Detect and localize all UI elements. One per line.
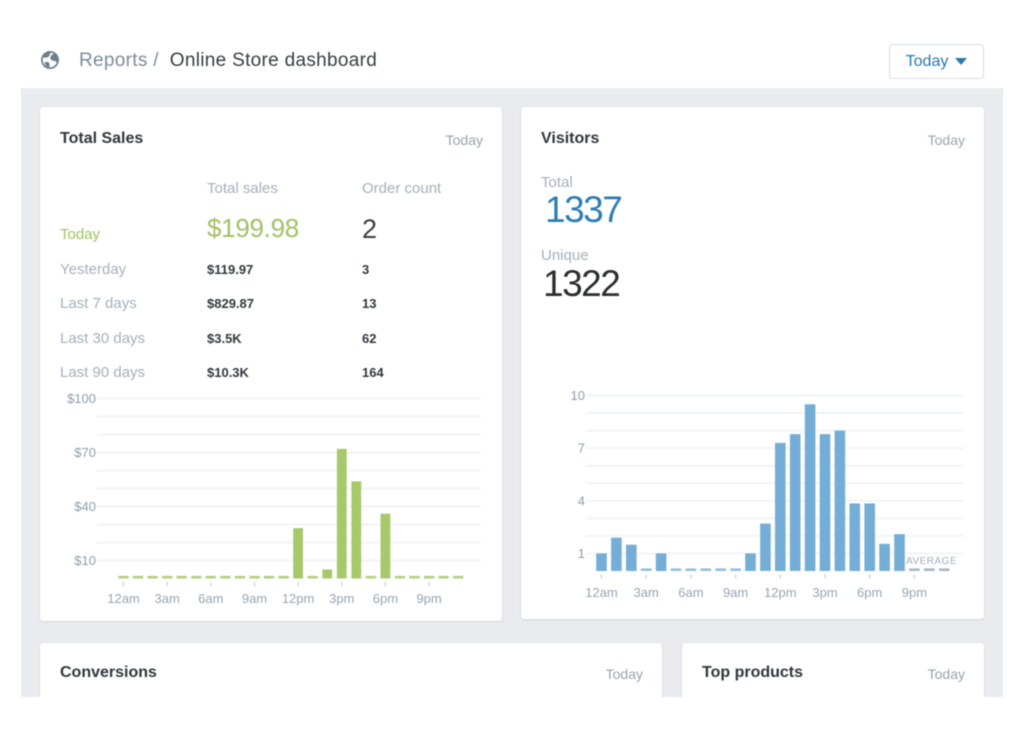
svg-text:3am: 3am <box>155 591 180 606</box>
svg-text:6pm: 6pm <box>373 591 398 606</box>
svg-text:9am: 9am <box>723 585 748 600</box>
svg-text:3am: 3am <box>634 585 659 600</box>
svg-text:7: 7 <box>578 441 585 456</box>
svg-text:$100: $100 <box>67 391 96 406</box>
svg-text:4: 4 <box>578 493 585 508</box>
svg-text:9am: 9am <box>242 591 267 606</box>
svg-text:1: 1 <box>578 546 585 561</box>
svg-text:9pm: 9pm <box>416 591 441 606</box>
svg-text:9pm: 9pm <box>902 585 927 600</box>
svg-text:6am: 6am <box>198 591 223 606</box>
svg-text:$70: $70 <box>74 445 96 460</box>
svg-text:$10: $10 <box>74 553 96 568</box>
svg-text:12am: 12am <box>107 591 140 606</box>
svg-text:12am: 12am <box>585 585 618 600</box>
svg-text:12pm: 12pm <box>764 585 797 600</box>
svg-text:10: 10 <box>571 388 585 403</box>
svg-text:6am: 6am <box>678 585 703 600</box>
svg-text:12pm: 12pm <box>282 591 315 606</box>
svg-text:3pm: 3pm <box>329 591 354 606</box>
svg-text:AVERAGE: AVERAGE <box>906 556 957 567</box>
svg-text:$40: $40 <box>74 499 96 514</box>
svg-text:3pm: 3pm <box>812 585 837 600</box>
svg-text:6pm: 6pm <box>857 585 882 600</box>
